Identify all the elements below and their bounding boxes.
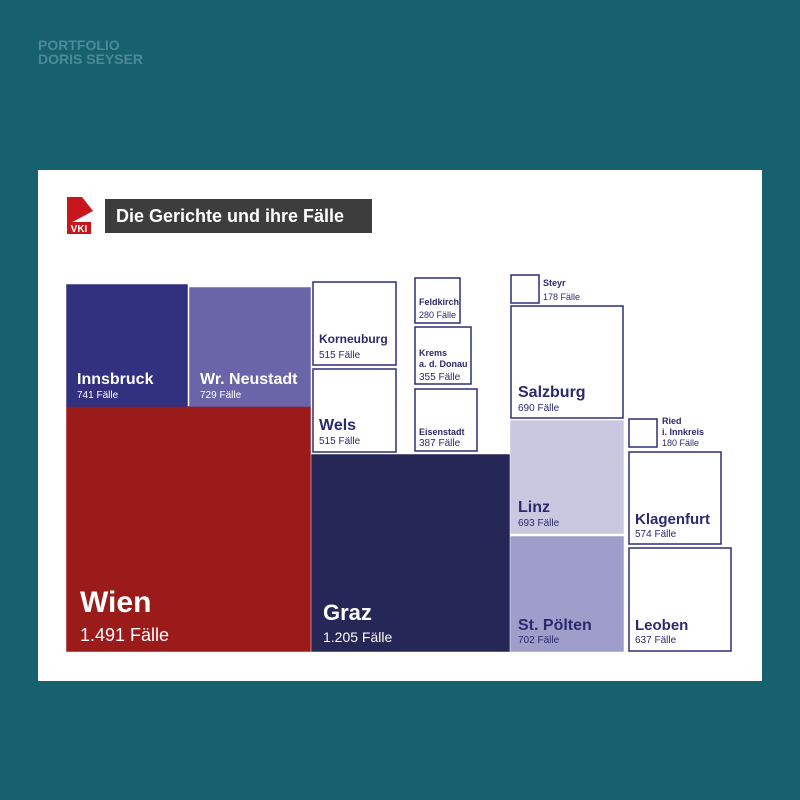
tile-name: St. Pölten <box>518 617 592 634</box>
tile-value: 515 Fälle <box>319 436 361 447</box>
portfolio-line: DORIS SEYSER <box>38 51 143 67</box>
tile <box>66 406 311 652</box>
tile-value: 693 Fälle <box>518 518 560 529</box>
chart-title: Die Gerichte und ihre Fälle <box>116 206 344 226</box>
tile-name: Wr. Neustadt <box>200 371 298 388</box>
tile <box>510 305 624 419</box>
tile-name: a. d. Donau <box>419 359 468 369</box>
tile <box>628 547 732 652</box>
tile-name: Graz <box>323 600 372 625</box>
tile-value: 741 Fälle <box>77 390 119 401</box>
tile <box>66 284 188 407</box>
tile-value: 729 Fälle <box>200 390 242 401</box>
tile-value: 1.205 Fälle <box>323 629 392 645</box>
tile-value: 702 Fälle <box>518 635 560 646</box>
tile-value: 690 Fälle <box>518 403 560 414</box>
tile-value: 178 Fälle <box>543 292 580 302</box>
logo-text: VKI <box>71 224 88 235</box>
tile-value: 574 Fälle <box>635 529 677 540</box>
tile-name: Leoben <box>635 617 688 634</box>
tile-value: 280 Fälle <box>419 310 456 320</box>
tile <box>510 420 624 534</box>
tile <box>312 281 397 366</box>
tile-value: 387 Fälle <box>419 438 461 449</box>
tile-value: 180 Fälle <box>662 438 699 448</box>
tile <box>510 536 624 652</box>
tile-name: Korneuburg <box>319 332 388 346</box>
tile-name: Wien <box>80 586 151 619</box>
tile <box>628 418 658 448</box>
tile-value: 1.491 Fälle <box>80 625 169 645</box>
tile-name: Klagenfurt <box>635 511 710 528</box>
tile-name: Steyr <box>543 278 566 288</box>
tile <box>628 451 722 545</box>
tile-name: Innsbruck <box>77 371 154 388</box>
tile-name: Feldkirch <box>419 297 459 307</box>
logo-mark <box>67 197 93 225</box>
tile <box>414 326 472 385</box>
logo-box <box>67 222 91 234</box>
tile-value: 637 Fälle <box>635 635 677 646</box>
tile <box>510 274 540 304</box>
tile <box>189 287 311 407</box>
tile <box>414 388 478 452</box>
tile-name: Ried <box>662 416 682 426</box>
portfolio-line: PORTFOLIO <box>38 37 120 53</box>
tile-name: Salzburg <box>518 384 586 401</box>
tile-name: Krems <box>419 348 447 358</box>
title-box <box>105 199 372 233</box>
tile-name: Eisenstadt <box>419 427 465 437</box>
tile-value: 355 Fälle <box>419 372 461 383</box>
tile-name: Linz <box>518 499 550 516</box>
tile-name: i. Innkreis <box>662 427 704 437</box>
tile <box>311 454 510 652</box>
tile-value: 515 Fälle <box>319 350 361 361</box>
tile-name: Wels <box>319 417 356 434</box>
plot: Wien 1.491 Fälle Graz 1.205 Fälle Innsbruck 7… <box>66 274 732 652</box>
tile <box>312 368 397 453</box>
tile <box>414 277 461 324</box>
